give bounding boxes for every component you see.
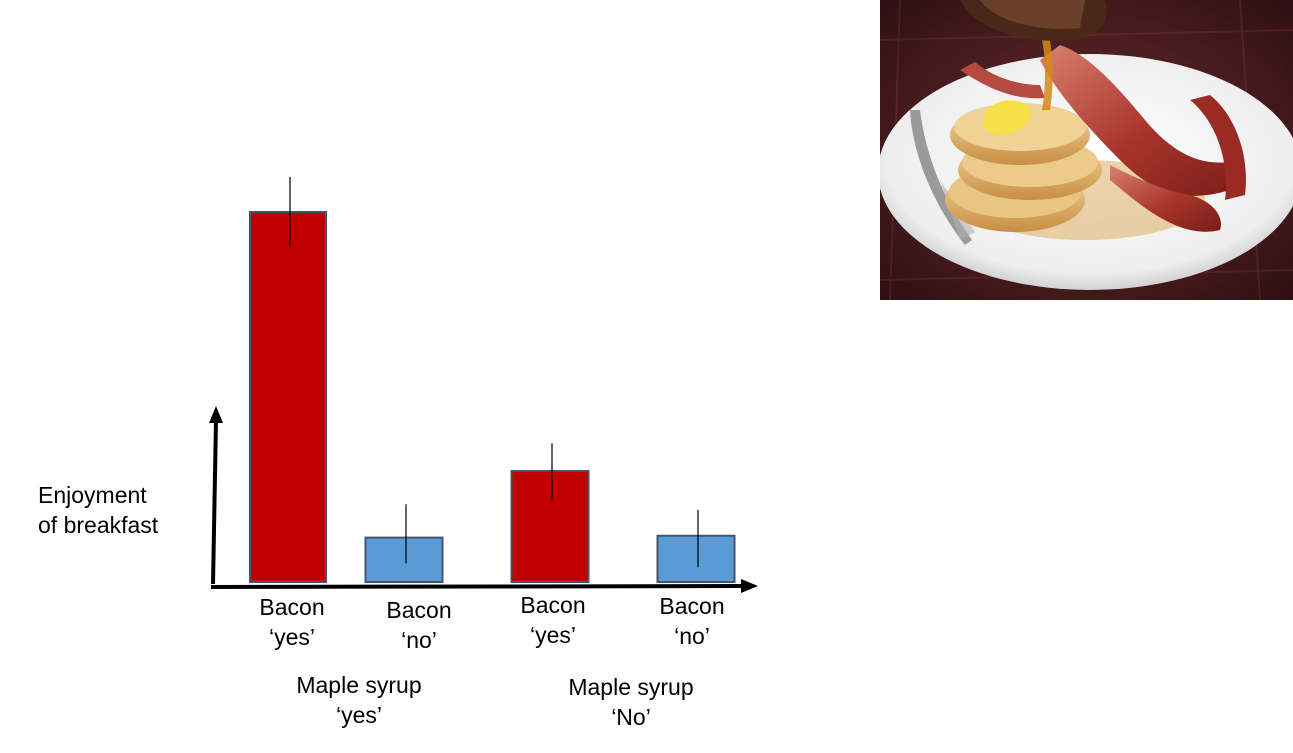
y-axis-arrowhead [209, 406, 223, 423]
axes [209, 406, 758, 593]
y-axis-label: Enjoyment of breakfast [38, 482, 159, 538]
x-tick-label: Bacon ‘no’ [386, 597, 452, 653]
x-tick-label: Bacon ‘no’ [659, 593, 725, 649]
y-axis [211, 419, 218, 585]
bar-3 [510, 470, 590, 583]
bar-2 [364, 536, 444, 583]
group-label: Maple syrup ‘No’ [568, 674, 694, 730]
group-label: Maple syrup ‘yes’ [296, 672, 422, 728]
x-axis [210, 584, 744, 589]
x-axis-arrowhead [741, 579, 758, 593]
error-bars-layer [289, 176, 699, 568]
pancakes-bacon-photo [880, 0, 1293, 300]
bar-4 [656, 534, 736, 583]
pancakes-bacon-maple-syrup-photo-icon [880, 0, 1293, 300]
bars-layer [249, 211, 736, 583]
x-tick-label: Bacon ‘yes’ [520, 592, 586, 648]
bar-1 [249, 211, 327, 583]
x-tick-label: Bacon ‘yes’ [259, 594, 325, 650]
